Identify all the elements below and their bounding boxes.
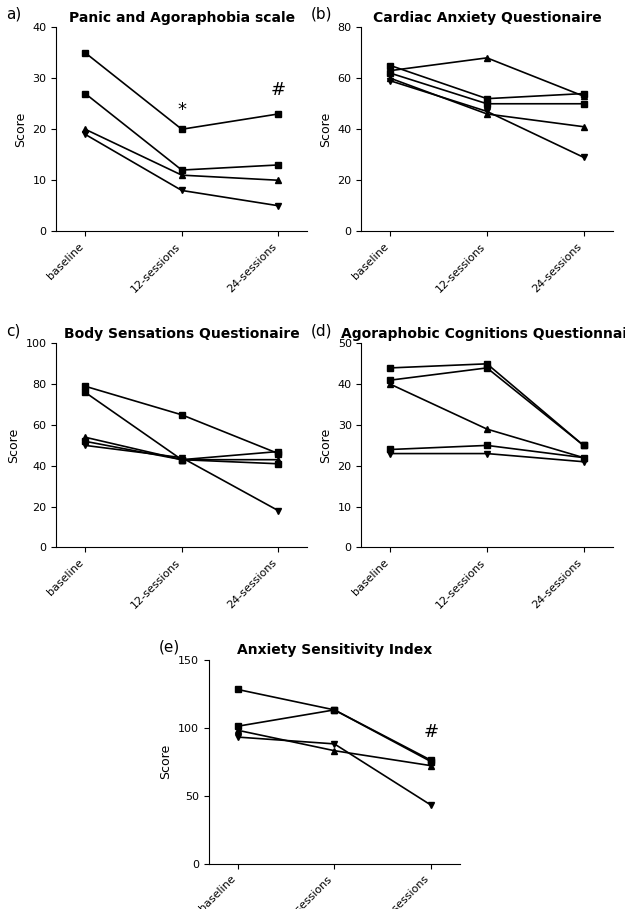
Y-axis label: Score: Score	[14, 112, 27, 147]
Title: Body Sensations Questionaire: Body Sensations Questionaire	[64, 327, 299, 341]
Title: Cardiac Anxiety Questionaire: Cardiac Anxiety Questionaire	[372, 11, 601, 25]
Y-axis label: Score: Score	[159, 744, 172, 779]
Y-axis label: Score: Score	[319, 112, 332, 147]
Y-axis label: Score: Score	[7, 428, 20, 463]
Text: (e): (e)	[159, 639, 180, 654]
Title: Agoraphobic Cognitions Questionnair: Agoraphobic Cognitions Questionnair	[341, 327, 625, 341]
Title: Panic and Agoraphobia scale: Panic and Agoraphobia scale	[69, 11, 295, 25]
Text: a): a)	[6, 7, 21, 22]
Text: (b): (b)	[311, 7, 332, 22]
Text: *: *	[177, 101, 186, 119]
Y-axis label: Score: Score	[319, 428, 332, 463]
Text: c): c)	[6, 323, 21, 338]
Title: Anxiety Sensitivity Index: Anxiety Sensitivity Index	[237, 643, 432, 657]
Text: #: #	[271, 81, 286, 99]
Text: (d): (d)	[311, 323, 332, 338]
Text: #: #	[423, 724, 439, 741]
